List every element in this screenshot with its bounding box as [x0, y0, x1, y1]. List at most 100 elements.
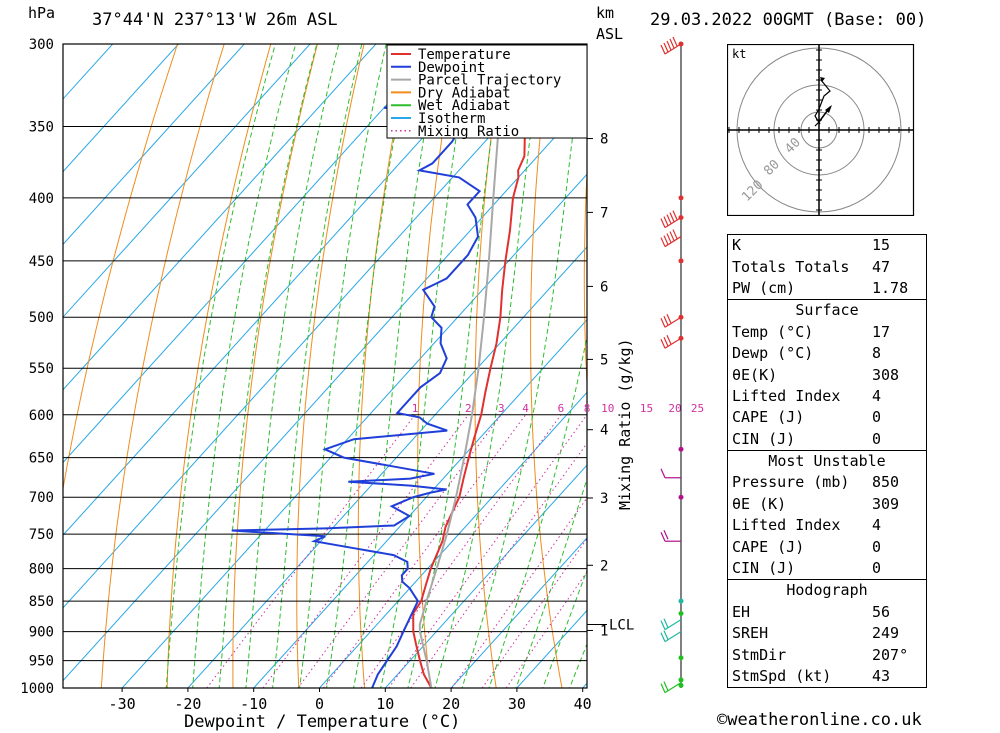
wet-adiabat-line [272, 44, 363, 688]
pressure-tick-label: 1000 [20, 681, 54, 697]
wind-level-dot [678, 655, 684, 661]
pressure-tick-label: 900 [29, 625, 54, 641]
dewpoint-line [231, 44, 482, 688]
index-value: 17 [872, 322, 891, 341]
legend-label: Parcel Trajectory [418, 73, 561, 89]
dry-adiabat-line [63, 44, 179, 492]
wind-level-dot [678, 494, 684, 500]
index-value: 1.78 [872, 278, 909, 297]
dry-adiabat-line [100, 44, 225, 688]
index-row: Totals Totals 47 [728, 256, 927, 277]
index-value: 4 [872, 386, 882, 405]
wet-adiabat-line [407, 44, 506, 688]
wind-barb [660, 334, 682, 349]
index-row: K 15 [728, 235, 927, 257]
x-tick-label: -10 [240, 695, 267, 713]
index-value: 0 [872, 408, 882, 427]
index-value: 15 [872, 236, 891, 255]
wet-adiabat-line [192, 44, 297, 688]
pressure-tick-label: 550 [29, 361, 54, 377]
index-label: Dewp (°C) [732, 344, 814, 363]
x-tick-label: 0 [315, 695, 324, 713]
copyright-link[interactable]: ©weatheronline.co.uk [717, 710, 922, 730]
wind-level-dot [678, 446, 684, 452]
pressure-tick-label: 950 [29, 654, 54, 670]
index-value: 308 [872, 365, 900, 384]
index-row: Pressure (mb) 850 [728, 472, 927, 493]
mixing-ratio-label: 20 [668, 402, 681, 415]
wind-level-dot [678, 195, 684, 201]
x-tick-label: 20 [442, 695, 460, 713]
wind-barb [660, 210, 682, 229]
x-axis-title: Dewpoint / Temperature (°C) [184, 712, 460, 732]
km-tick-label: 1 [600, 623, 608, 639]
index-label: θE (K) [732, 494, 787, 513]
wind-level-dot [678, 258, 684, 264]
x-tick-label: 30 [508, 695, 526, 713]
mixing-ratio-line [360, 414, 562, 688]
km-unit-label: km [596, 4, 615, 22]
x-tick-label: -20 [174, 695, 201, 713]
wet-adiabat-line [434, 44, 544, 688]
km-tick-label: 7 [600, 205, 608, 221]
index-value: 249 [872, 624, 900, 643]
hodograph: kt 40 80 120 [727, 44, 915, 216]
dry-adiabat-line [296, 44, 365, 688]
legend-label: Mixing Ratio [418, 124, 519, 140]
index-label: Totals Totals [732, 257, 850, 276]
hodograph-trace [814, 79, 831, 125]
index-value: 0 [872, 429, 882, 448]
index-label: K [732, 236, 742, 255]
index-label: PW (cm) [732, 278, 796, 297]
legend-label: Temperature [418, 47, 511, 63]
surface-indices: Surface Temp (°C) 17 Dewp (°C) 8 θE(K) 308 … [727, 299, 927, 451]
pressure-tick-label: 850 [29, 594, 54, 610]
index-label: StmSpd (kt) [732, 667, 832, 685]
wind-barb [660, 630, 682, 643]
dry-adiabat-line [964, 0, 1000, 714]
index-label: θE(K) [732, 365, 778, 384]
mixing-ratio-line [388, 414, 587, 688]
most-unstable-indices: Most Unstable Pressure (mb) 850 θE (K) 309… [727, 450, 927, 580]
index-row: Dewp (°C) 8 [728, 343, 927, 364]
pressure-tick-label: 650 [29, 451, 54, 467]
station-location: 37°44'N 237°13'W 26m ASL [92, 10, 338, 30]
index-row: θE (K) 309 [728, 494, 927, 515]
index-value: 0 [872, 559, 882, 578]
isotherm-line [187, 246, 587, 688]
index-row: EH 56 [728, 602, 927, 623]
wind-barb [660, 618, 682, 631]
index-label: CAPE (J) [732, 408, 805, 427]
index-label: Lifted Index [732, 386, 841, 405]
pressure-tick-label: 700 [29, 490, 54, 506]
plot-frame [62, 43, 588, 689]
section-title: Surface [795, 301, 859, 320]
mixing-ratio-axis-title: Mixing Ratio (g/kg) [616, 338, 634, 510]
isotherm-line [63, 44, 114, 100]
index-label: Pressure (mb) [732, 473, 850, 492]
index-row: θE(K) 308 [728, 364, 927, 385]
wind-level-dot [678, 598, 684, 604]
asl-unit-label: ASL [596, 25, 624, 43]
index-value: 850 [872, 473, 900, 492]
pressure-tick-label: 350 [29, 119, 54, 135]
km-tick-label: 2 [600, 558, 608, 574]
index-row: Lifted Index 4 [728, 515, 927, 536]
wet-adiabat-line [218, 44, 318, 688]
km-tick-label: 5 [600, 352, 608, 368]
index-value: 56 [872, 602, 891, 621]
hodograph-arrow [820, 77, 825, 82]
mixing-ratio-label: 3 [498, 402, 505, 415]
pressure-tick-label: 800 [29, 562, 54, 578]
mixing-ratio-line [505, 571, 587, 688]
parcel-trajectory-line [418, 78, 504, 688]
temperature-line [412, 44, 562, 688]
mixing-ratio-label: 1 [412, 402, 419, 415]
index-row: PW (cm) 1.78 [728, 278, 927, 300]
index-label: StmDir [732, 645, 787, 664]
isotherm-line [63, 44, 245, 246]
wet-adiabat-line [165, 44, 276, 688]
index-value: 47 [872, 257, 891, 276]
